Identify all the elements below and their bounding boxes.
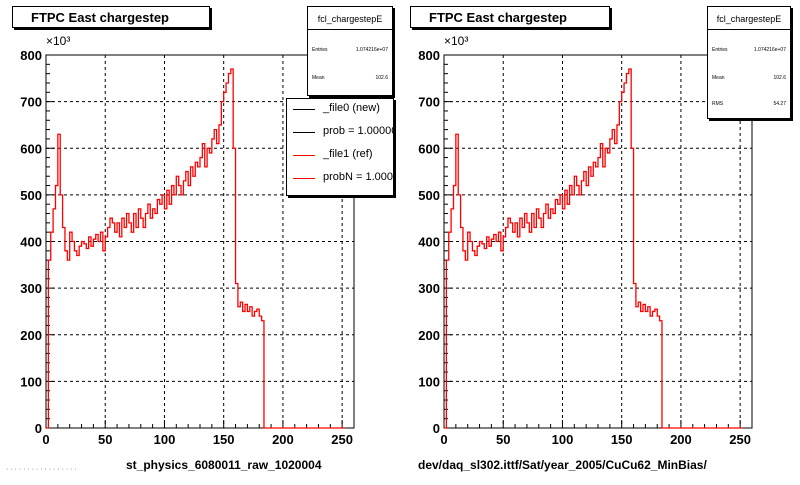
y-tick-label: 400	[418, 235, 440, 250]
stat-label: Entries	[312, 47, 328, 53]
legend-swatch	[293, 155, 315, 156]
legend-label: _file0 (new)	[323, 102, 380, 114]
x-tick-label: 150	[213, 432, 235, 447]
histogram-series	[444, 68, 743, 429]
y-tick-label: 500	[418, 188, 440, 203]
x-tick-label: 250	[331, 432, 353, 447]
stat-value: 102.6	[375, 75, 388, 81]
y-tick-label: 600	[20, 141, 42, 156]
stat-value: 102.6	[773, 75, 786, 81]
y-tick-label: 400	[20, 235, 42, 250]
x-tick-label: 200	[670, 432, 692, 447]
stat-label: Mean	[712, 75, 725, 81]
y-tick-label: 0	[433, 421, 440, 436]
panel-2-hist-name: fcl_chargestepE	[708, 7, 790, 30]
panel-2-stats-box: fcl_chargestepE Entries 1.074216e+07 Mea…	[707, 6, 791, 119]
plot-frame	[443, 54, 753, 429]
panel-2-title-text: FTPC East chargestep	[429, 10, 567, 25]
panel-1-x-caption: st_physics_6080011_raw_1020004	[126, 458, 322, 472]
histogram-series	[46, 68, 345, 429]
y-exponent-label: ×10³	[444, 34, 468, 48]
legend-label: _file1 (ref)	[323, 148, 373, 160]
stat-value: 1.074216e+07	[355, 47, 388, 53]
x-tick-label: 0	[42, 432, 49, 447]
legend-swatch	[293, 178, 315, 179]
legend-item: prob = 1.000000	[287, 122, 393, 144]
stat-value: 54.27	[773, 101, 786, 107]
legend-swatch	[293, 132, 315, 133]
x-tick-label: 50	[496, 432, 510, 447]
y-tick-label: 700	[418, 95, 440, 110]
y-tick-label: 200	[418, 328, 440, 343]
y-tick-label: 600	[418, 141, 440, 156]
y-exponent-label: ×10³	[46, 34, 70, 48]
y-tick-label: 100	[418, 374, 440, 389]
legend-item: _file0 (new)	[287, 99, 393, 121]
x-tick-label: 150	[611, 432, 633, 447]
legend-swatch	[293, 109, 315, 110]
legend-item: probN = 1.000000	[287, 168, 394, 190]
y-tick-label: 200	[20, 328, 42, 343]
legend-label: probN = 1.000000	[323, 171, 394, 183]
legend-item: _file1 (ref)	[287, 145, 393, 167]
x-tick-label: 100	[154, 432, 176, 447]
panel-1-stats-box: fcl_chargestepE Entries 1.074216e+07 Mea…	[307, 6, 393, 96]
y-tick-label: 800	[20, 48, 42, 63]
panel-1-legend: _file0 (new) prob = 1.000000 _file1 (ref…	[286, 98, 394, 196]
y-tick-label: 0	[35, 421, 42, 436]
x-tick-label: 50	[98, 432, 112, 447]
y-tick-label: 800	[418, 48, 440, 63]
legend-label: prob = 1.000000	[323, 125, 393, 137]
y-tick-label: 300	[418, 281, 440, 296]
footer-text: · · · · · · · · · · · · · · · · ·	[6, 466, 77, 473]
x-tick-label: 100	[552, 432, 574, 447]
panel-1-title: FTPC East chargestep	[12, 6, 210, 28]
x-tick-label: 250	[729, 432, 751, 447]
x-tick-label: 200	[272, 432, 294, 447]
panel-2-x-caption: dev/daq_sl302.ittf/Sat/year_2005/CuCu62_…	[418, 458, 707, 472]
x-tick-label: 0	[440, 432, 447, 447]
stat-label: Entries	[712, 47, 728, 53]
stat-label: RMS	[712, 101, 724, 107]
panel-2-title: FTPC East chargestep	[410, 6, 610, 28]
y-tick-label: 500	[20, 188, 42, 203]
y-tick-label: 700	[20, 95, 42, 110]
stat-value: 1.074216e+07	[753, 47, 786, 53]
stat-label: Mean	[312, 75, 325, 81]
y-tick-label: 100	[20, 374, 42, 389]
panel-1-hist-name: fcl_chargestepE	[308, 7, 392, 30]
y-tick-label: 300	[20, 281, 42, 296]
panel-1-title-text: FTPC East chargestep	[31, 10, 169, 25]
